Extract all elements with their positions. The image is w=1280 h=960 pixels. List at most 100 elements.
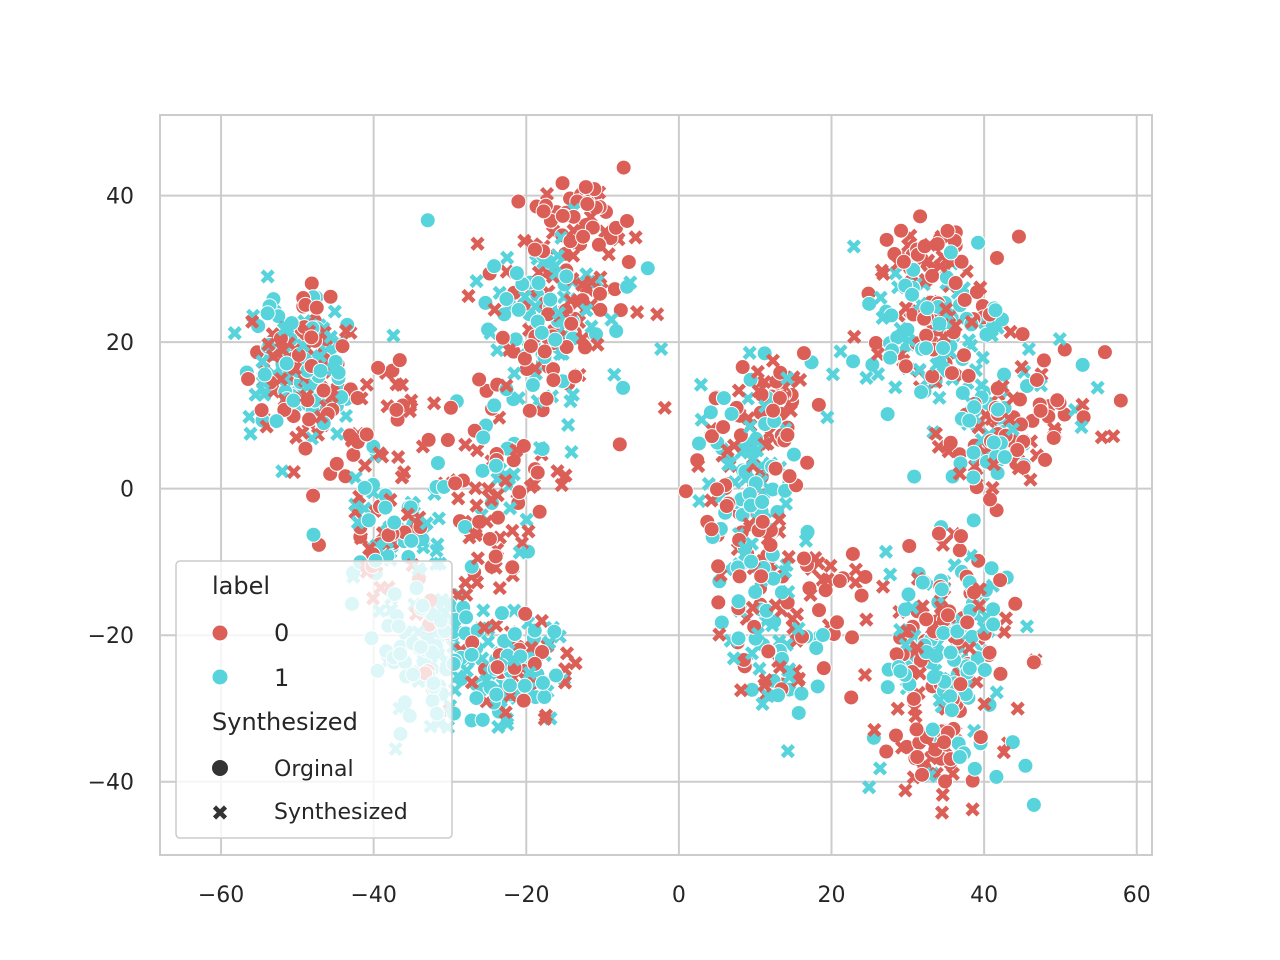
synthesized-point [929, 357, 944, 372]
synthesized-point [459, 587, 474, 602]
original-point [965, 444, 982, 461]
legend-style-title: Synthesized [212, 708, 358, 736]
plot-frame [159, 114, 1153, 856]
synthesized-point [450, 669, 465, 684]
synthesized-point [893, 321, 908, 336]
original-point [308, 299, 325, 316]
synthesized-point [962, 640, 977, 656]
original-point [853, 587, 870, 604]
synthesized-point [330, 426, 345, 442]
original-point [844, 629, 861, 646]
original-point [1025, 654, 1042, 671]
original-point [959, 614, 976, 631]
y-axis-ticks: −40 −20 0 20 40 [88, 185, 134, 796]
synthesized-point [692, 493, 707, 509]
original-point [1112, 392, 1129, 409]
synthesized-point [558, 468, 573, 483]
original-point [895, 253, 912, 270]
legend-marker-original [212, 760, 228, 776]
original-point [1037, 451, 1054, 468]
synthesized-point [359, 377, 374, 392]
synthesized-point [932, 390, 947, 405]
original-point [530, 275, 547, 292]
synthesized-point [752, 661, 767, 676]
original-point [795, 345, 812, 362]
x-tick-label: −60 [198, 883, 244, 908]
synthesized-point [791, 671, 807, 686]
synthesized-point [650, 307, 665, 322]
original-point [611, 436, 628, 453]
original-point [878, 743, 895, 760]
legend-marker-synthesized [212, 805, 228, 820]
original-point [713, 614, 730, 631]
synthesized-point [394, 377, 410, 393]
synthesized-point [470, 551, 485, 566]
original-point [901, 537, 918, 554]
synthesized-point [654, 341, 669, 357]
synthesized-point [657, 400, 672, 415]
original-point [892, 663, 909, 680]
synthesized-point [464, 675, 479, 690]
original-point [486, 258, 503, 275]
original-point [429, 454, 446, 471]
synthesized-point [742, 345, 757, 360]
original-point [419, 212, 436, 229]
original-point [256, 366, 273, 383]
synthesized-point [468, 481, 483, 496]
original-point [536, 689, 553, 706]
synthesized-point [550, 464, 565, 479]
original-point [976, 661, 993, 678]
synthesized-point [900, 624, 915, 639]
synthesized-point [912, 666, 928, 681]
original-point [781, 468, 798, 485]
synthesized-point [1106, 429, 1121, 444]
original-point [956, 347, 973, 364]
original-point [914, 766, 931, 783]
original-point [303, 329, 320, 346]
synthesized-point [783, 403, 798, 418]
synthesized-point [489, 618, 504, 633]
x-tick-label: 60 [1123, 883, 1151, 908]
synthesized-point [820, 572, 835, 587]
synthesized-point [559, 646, 575, 661]
original-point [985, 434, 1002, 451]
synthesized-point [514, 535, 530, 551]
original-point [268, 413, 285, 430]
synthesized-point [780, 744, 795, 759]
original-point [715, 419, 732, 436]
original-point [996, 449, 1013, 466]
original-point [987, 302, 1004, 319]
synthesized-point [723, 456, 738, 471]
synthesized-point [584, 319, 599, 334]
original-point [278, 355, 295, 372]
synthesized-point [928, 426, 944, 441]
original-point [743, 553, 760, 570]
synthesized-point [894, 740, 910, 755]
synthesized-point [998, 611, 1014, 626]
legend-hue-title: label [212, 572, 270, 600]
original-point [447, 475, 464, 492]
synthesized-point [761, 689, 776, 704]
synthesized-point [745, 600, 760, 615]
synthesized-point [499, 378, 514, 393]
original-point [767, 460, 784, 477]
synthesized-point [803, 587, 818, 602]
original-point [970, 234, 987, 251]
original-point [960, 367, 977, 384]
original-point [481, 530, 498, 547]
synthesized-point [286, 464, 301, 480]
original-point [882, 349, 899, 366]
y-tick-label: −40 [88, 771, 134, 796]
synthesized-point [503, 501, 518, 516]
original-point [546, 623, 563, 640]
synthesized-point [507, 366, 522, 381]
synthesized-point [391, 449, 406, 465]
synthesized-point [628, 230, 643, 245]
synthesized-point [1006, 391, 1021, 406]
original-point [312, 362, 329, 379]
original-point [1009, 442, 1026, 459]
synthesized-point [539, 186, 555, 202]
original-point [506, 626, 523, 643]
original-point [615, 159, 632, 176]
synthesized-point [859, 612, 874, 627]
